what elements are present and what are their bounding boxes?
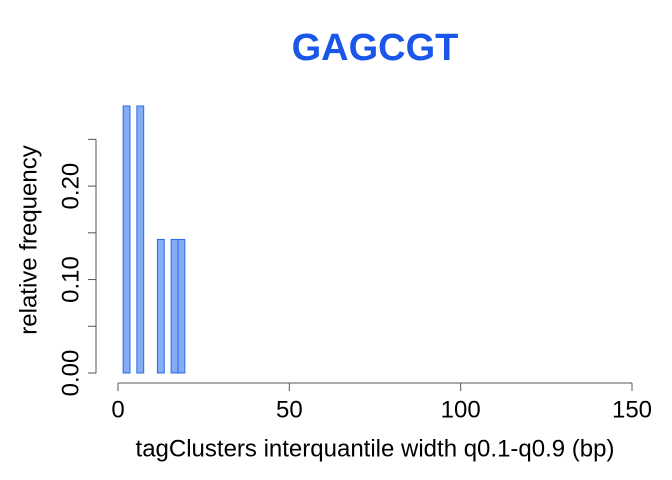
x-tick-label: 100 (441, 396, 481, 423)
x-axis-label: tagClusters interquantile width q0.1-q0.… (136, 435, 615, 462)
y-axis-label: relative frequency (15, 145, 42, 334)
bar (156, 238, 165, 374)
bar (177, 238, 186, 374)
x-tick-label: 0 (111, 396, 124, 423)
bar (122, 105, 131, 374)
chart-title: GAGCGT (292, 27, 459, 69)
x-tick-label: 50 (276, 396, 303, 423)
x-tick-label: 150 (612, 396, 652, 423)
bar (170, 238, 179, 374)
bar (136, 105, 145, 374)
y-tick-label: 0.00 (57, 350, 84, 397)
y-tick-label: 0.10 (57, 256, 84, 303)
y-tick-label: 0.20 (57, 163, 84, 210)
